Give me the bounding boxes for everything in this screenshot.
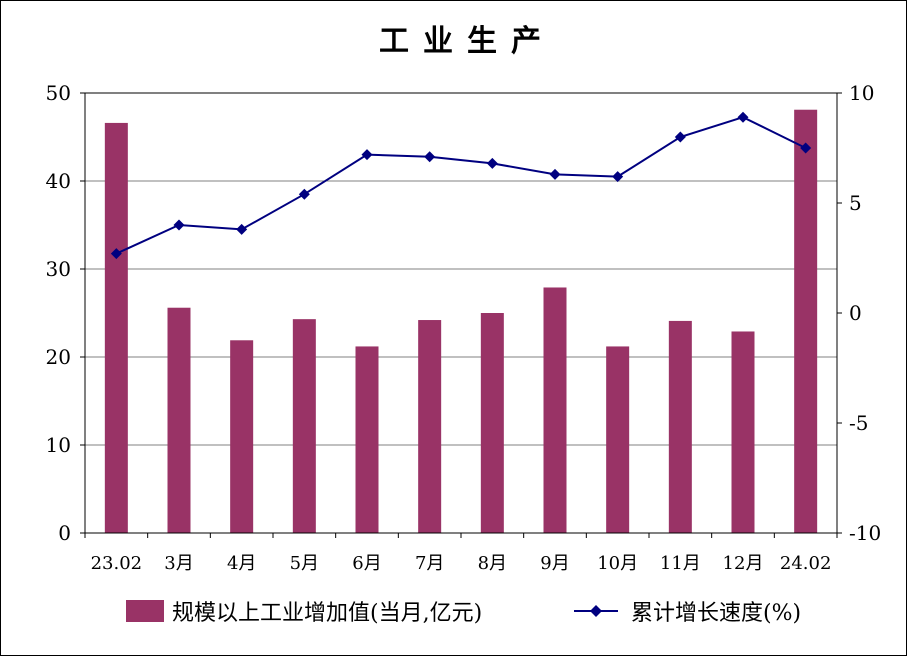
y-right-tick-label: 5 [849, 191, 862, 215]
y-left-tick-label: 40 [46, 169, 71, 193]
line-point-5月 [298, 188, 310, 200]
x-tick-label: 23.02 [91, 553, 143, 574]
bar-23.02 [104, 122, 128, 534]
legend-swatch-bar [126, 600, 164, 622]
legend-swatch-diamond [590, 605, 602, 617]
x-tick-label: 8月 [478, 553, 507, 574]
line-point-6月 [361, 149, 373, 161]
line-path [115, 116, 807, 255]
x-tick-label: 24.02 [780, 553, 832, 574]
bar-8月 [480, 313, 504, 533]
y-left-tick-label: 30 [46, 257, 71, 281]
x-tick-label: 7月 [415, 553, 444, 574]
bar-series [104, 109, 818, 534]
bar-24.02 [794, 109, 818, 533]
legend-label-bar: 规模以上工业增加值(当月,亿元) [172, 601, 482, 626]
x-tick-label: 5月 [290, 553, 319, 574]
x-tick-label: 11月 [660, 553, 701, 574]
y-left-tick-label: 10 [46, 433, 71, 457]
tick-labels: 0 10 20 30 40 50 -10 -5 0 5 10 23.02 3月 4月 5月 6月 7月 8月 9月 1… [46, 81, 882, 574]
line-point-7月 [424, 151, 436, 163]
bar-6月 [355, 346, 379, 533]
legend-label-line: 累计增长速度(%) [631, 601, 801, 626]
y-right-tick-label: 0 [849, 301, 862, 325]
bar-3月 [167, 307, 191, 533]
line-series [110, 111, 812, 260]
x-tick-label: 9月 [540, 553, 569, 574]
bar-9月 [543, 287, 567, 533]
axes [80, 92, 842, 538]
line-point-10月 [612, 171, 624, 183]
line-point-4月 [236, 223, 248, 235]
y-right-tick-label: -5 [849, 411, 868, 435]
line-point-3月 [173, 219, 185, 231]
y-left-tick-label: 50 [46, 81, 71, 105]
y-left-tick-label: 20 [46, 345, 71, 369]
x-tick-label: 3月 [164, 553, 193, 574]
plot-area-border [84, 92, 838, 534]
line-point-11月 [674, 131, 686, 143]
bar-4月 [230, 340, 254, 533]
bar-7月 [418, 320, 442, 533]
bar-5月 [292, 319, 316, 533]
bar-10月 [606, 346, 630, 533]
x-tick-label: 12月 [723, 553, 764, 574]
y-right-tick-label: 10 [849, 81, 874, 105]
grid-lines [85, 180, 837, 446]
line-point-9月 [549, 168, 561, 180]
line-point-23.02 [110, 248, 122, 260]
y-right-tick-label: -10 [849, 521, 881, 545]
bar-11月 [668, 320, 692, 533]
bar-12月 [731, 331, 755, 533]
line-point-8月 [486, 157, 498, 169]
chart-title: 工业生产 [379, 24, 555, 59]
legend: 规模以上工业增加值(当月,亿元) 累计增长速度(%) [126, 600, 801, 626]
x-tick-label: 10月 [597, 553, 638, 574]
line-point-24.02 [800, 142, 812, 154]
x-tick-label: 4月 [227, 553, 256, 574]
y-left-tick-label: 0 [58, 521, 71, 545]
line-point-12月 [737, 111, 749, 123]
x-tick-label: 6月 [352, 553, 381, 574]
